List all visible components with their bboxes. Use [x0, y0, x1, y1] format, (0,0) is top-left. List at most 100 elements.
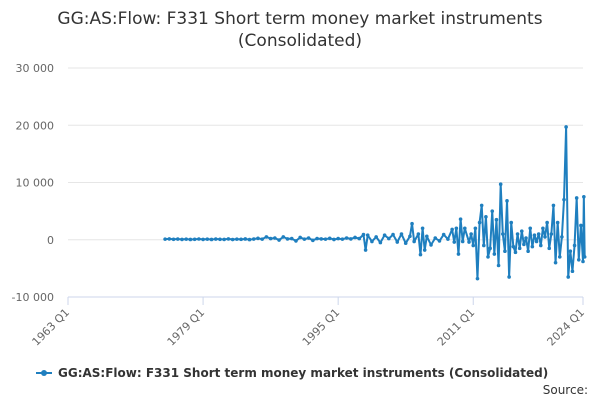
data-point[interactable] [437, 239, 442, 243]
data-point[interactable] [522, 242, 526, 247]
data-point[interactable] [268, 236, 273, 241]
data-point[interactable] [180, 237, 184, 242]
data-point[interactable] [399, 232, 404, 236]
data-point[interactable] [391, 232, 395, 237]
data-point[interactable] [357, 236, 362, 241]
data-point[interactable] [564, 125, 568, 129]
data-point[interactable] [526, 249, 530, 253]
data-point[interactable] [524, 236, 528, 240]
data-point[interactable] [429, 243, 433, 247]
data-point[interactable] [530, 244, 535, 249]
data-point[interactable] [519, 229, 524, 233]
data-point[interactable] [281, 235, 286, 239]
data-point[interactable] [479, 203, 484, 208]
data-point[interactable] [370, 239, 374, 244]
data-point[interactable] [289, 236, 294, 241]
data-point[interactable] [475, 276, 480, 281]
data-point[interactable] [163, 237, 167, 241]
data-point[interactable] [541, 226, 545, 231]
data-point[interactable] [433, 236, 438, 240]
data-point[interactable] [361, 232, 366, 237]
data-point[interactable] [192, 237, 197, 242]
data-point[interactable] [452, 240, 457, 244]
data-point[interactable] [511, 244, 516, 249]
data-point[interactable] [344, 236, 349, 240]
data-point[interactable] [353, 235, 357, 240]
data-point[interactable] [175, 237, 180, 241]
data-point[interactable] [543, 235, 547, 239]
data-point[interactable] [213, 237, 218, 241]
data-point[interactable] [294, 239, 298, 243]
data-point[interactable] [230, 237, 235, 242]
data-point[interactable] [582, 255, 587, 259]
data-point[interactable] [494, 217, 499, 222]
data-point[interactable] [498, 182, 503, 187]
data-point[interactable] [403, 241, 408, 245]
data-point[interactable] [412, 239, 416, 244]
data-point[interactable] [454, 226, 459, 231]
data-point[interactable] [422, 248, 427, 252]
data-point[interactable] [490, 209, 495, 213]
data-point[interactable] [374, 235, 378, 239]
data-point[interactable] [311, 238, 315, 243]
data-point[interactable] [243, 237, 248, 241]
data-point[interactable] [184, 237, 188, 241]
data-point[interactable] [549, 232, 554, 236]
data-point[interactable] [273, 236, 277, 240]
data-point[interactable] [425, 234, 429, 239]
data-point[interactable] [551, 203, 556, 208]
data-point[interactable] [222, 237, 226, 242]
data-point[interactable] [505, 199, 509, 203]
data-point[interactable] [557, 255, 562, 259]
data-point[interactable] [471, 243, 476, 248]
data-point[interactable] [167, 237, 172, 241]
data-point[interactable] [460, 239, 465, 244]
data-point[interactable] [501, 232, 505, 236]
data-point[interactable] [264, 235, 269, 239]
data-point[interactable] [496, 263, 501, 268]
data-point[interactable] [477, 220, 482, 225]
data-point[interactable] [332, 237, 336, 242]
data-point[interactable] [349, 237, 353, 241]
data-point[interactable] [327, 236, 332, 241]
data-point[interactable] [218, 237, 222, 242]
data-point[interactable] [528, 226, 533, 231]
data-point[interactable] [315, 236, 319, 241]
data-point[interactable] [576, 257, 581, 262]
data-point[interactable] [285, 237, 290, 241]
data-point[interactable] [416, 232, 421, 236]
data-point[interactable] [509, 220, 514, 225]
data-point[interactable] [420, 226, 425, 231]
data-point[interactable] [410, 221, 414, 226]
data-point[interactable] [492, 252, 497, 256]
data-point[interactable] [363, 248, 368, 252]
data-point[interactable] [365, 233, 370, 237]
data-point[interactable] [582, 195, 586, 199]
data-point[interactable] [306, 236, 311, 240]
data-point[interactable] [547, 246, 552, 251]
data-point[interactable] [450, 227, 454, 232]
data-point[interactable] [553, 260, 558, 265]
data-point[interactable] [574, 196, 579, 200]
data-point[interactable] [572, 243, 577, 248]
data-point[interactable] [532, 233, 537, 237]
data-point[interactable] [467, 240, 471, 244]
data-point[interactable] [446, 237, 450, 241]
data-point[interactable] [382, 233, 387, 237]
data-point[interactable] [247, 237, 252, 242]
data-point[interactable] [545, 220, 549, 225]
data-point[interactable] [418, 252, 423, 257]
data-point[interactable] [235, 237, 239, 241]
data-point[interactable] [197, 237, 201, 241]
data-point[interactable] [538, 243, 543, 248]
data-point[interactable] [171, 237, 176, 242]
series-line[interactable] [163, 125, 587, 281]
data-point[interactable] [513, 250, 518, 255]
data-point[interactable] [239, 237, 243, 242]
data-point[interactable] [562, 197, 566, 202]
data-point[interactable] [205, 237, 210, 241]
data-point[interactable] [277, 238, 281, 242]
data-point[interactable] [560, 235, 564, 239]
data-point[interactable] [378, 240, 383, 245]
data-point[interactable] [581, 259, 585, 264]
